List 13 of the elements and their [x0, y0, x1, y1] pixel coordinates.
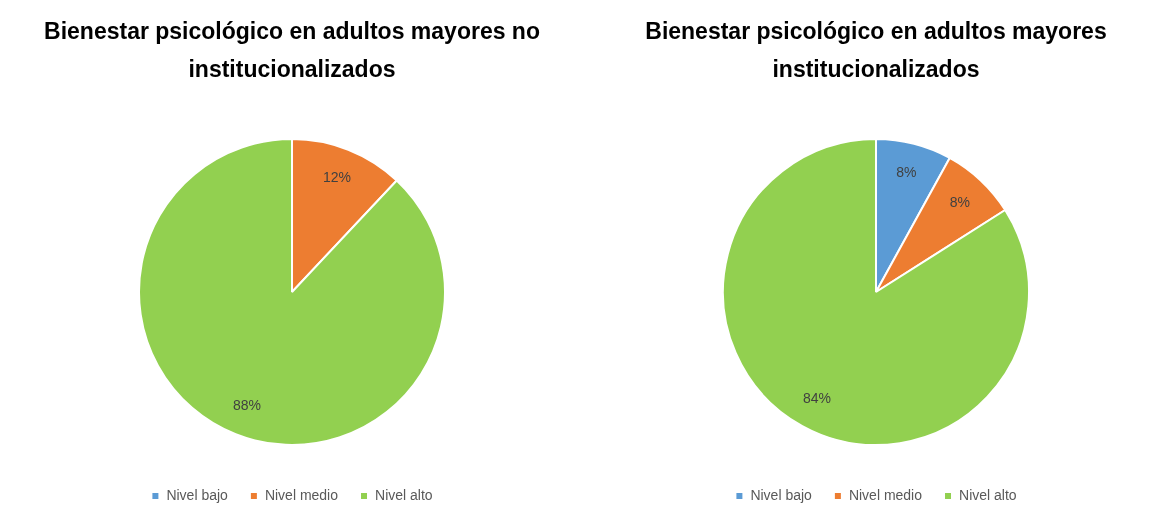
data-label: 84%: [803, 390, 832, 407]
data-label: 88%: [232, 396, 261, 413]
data-label: 8%: [949, 193, 970, 210]
chart-title: Bienestar psicológico en adultos mayores institucionalizados: [644, 17, 1108, 84]
chart-title: Bienestar psicológico en adultos mayores no institucionalizados: [43, 17, 541, 84]
legend-label: Nivel alto: [959, 486, 1017, 503]
data-label: 12%: [323, 169, 352, 186]
legend-label: Nivel medio: [264, 486, 339, 503]
legend-label: Nivel alto: [375, 486, 433, 503]
legend-label: Nivel medio: [848, 486, 923, 503]
legend-label: Nivel bajo: [750, 486, 813, 503]
legend-label: Nivel bajo: [166, 486, 229, 503]
data-label: 8%: [896, 164, 917, 181]
